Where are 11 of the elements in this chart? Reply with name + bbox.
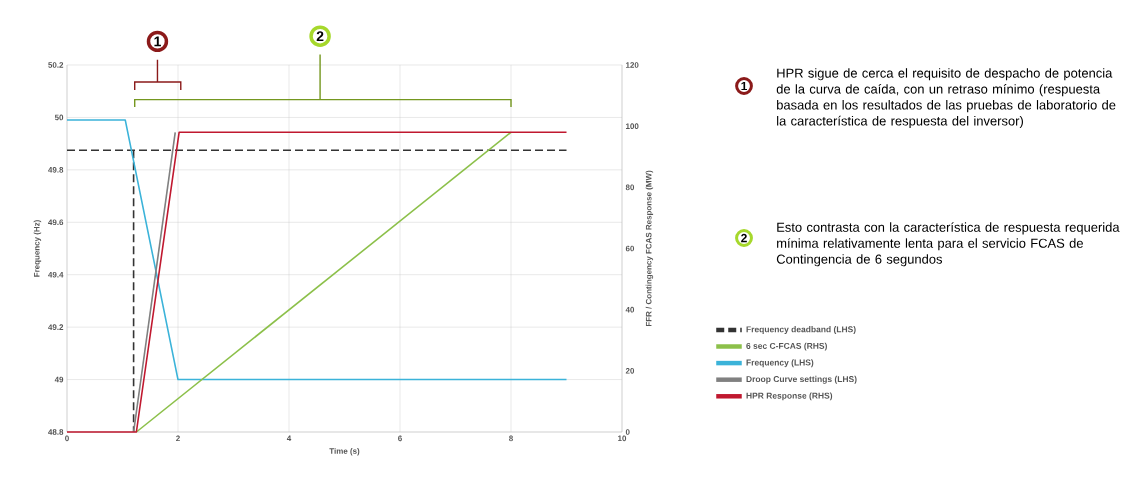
legend-label: Frequency deadband (LHS) <box>746 326 856 334</box>
text: 1 <box>741 81 747 91</box>
text: 1 <box>154 36 161 47</box>
text: Esto contrasta con la característica de respuesta requerida mínima relativamente lenta para el servicio FCAS de Contingencia de 6 segundos <box>776 222 1120 267</box>
legend-label: HPR Response (RHS) <box>746 392 833 401</box>
legend-label: 6 sec C-FCAS (RHS) <box>746 342 827 351</box>
legend-label: Frequency (LHS) <box>746 359 814 368</box>
text: HPR sigue de cerca el requisito de despacho de potencia de la curva de caída, con un retraso mínimo (respuesta basada en los resultados de las pruebas de laboratorio de la característica de respuesta del inversor) <box>776 68 1116 129</box>
text: 2 <box>741 233 747 243</box>
text: 2 <box>316 31 324 42</box>
legend-label: Droop Curve settings (LHS) <box>746 375 857 384</box>
